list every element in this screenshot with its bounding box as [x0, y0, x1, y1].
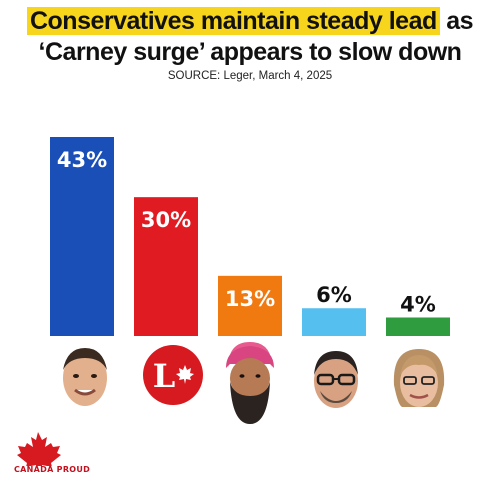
bar-5 [386, 317, 450, 336]
ndp-leader-portrait-icon [222, 338, 278, 431]
bloc-leader-portrait-icon [308, 345, 364, 416]
conservative-leader-portrait-icon [57, 342, 113, 417]
bar-value-label: 30% [141, 208, 191, 232]
headline-rest: as [439, 7, 474, 35]
bar-value-label: 6% [316, 283, 352, 307]
bar-value-label: 4% [400, 292, 436, 316]
bar-value-label: 43% [57, 148, 107, 172]
maple-leaf-icon [17, 432, 61, 471]
bar-1 [50, 137, 114, 336]
canada-proud-logo: CANADA PROUD [8, 432, 91, 492]
headline-line-1: Conservatives maintain steady lead as [0, 6, 500, 37]
headline-line-2: ‘Carney surge’ appears to slow down [38, 38, 462, 66]
green-leader-portrait-icon [390, 345, 448, 416]
liberal-logo-icon: L [141, 343, 205, 412]
bar-value-label: 13% [225, 287, 275, 311]
headline-highlight: Conservatives maintain steady lead [26, 7, 440, 35]
bar-3 [218, 275, 282, 336]
bar-2 [134, 197, 198, 336]
bar-4 [302, 308, 366, 336]
source-note: SOURCE: Leger, March 4, 2025 [167, 70, 333, 82]
brand-name: CANADA PROUD [14, 465, 91, 474]
svg-text:L: L [153, 357, 176, 395]
header: Conservatives maintain steady lead as ‘C… [0, 6, 500, 82]
